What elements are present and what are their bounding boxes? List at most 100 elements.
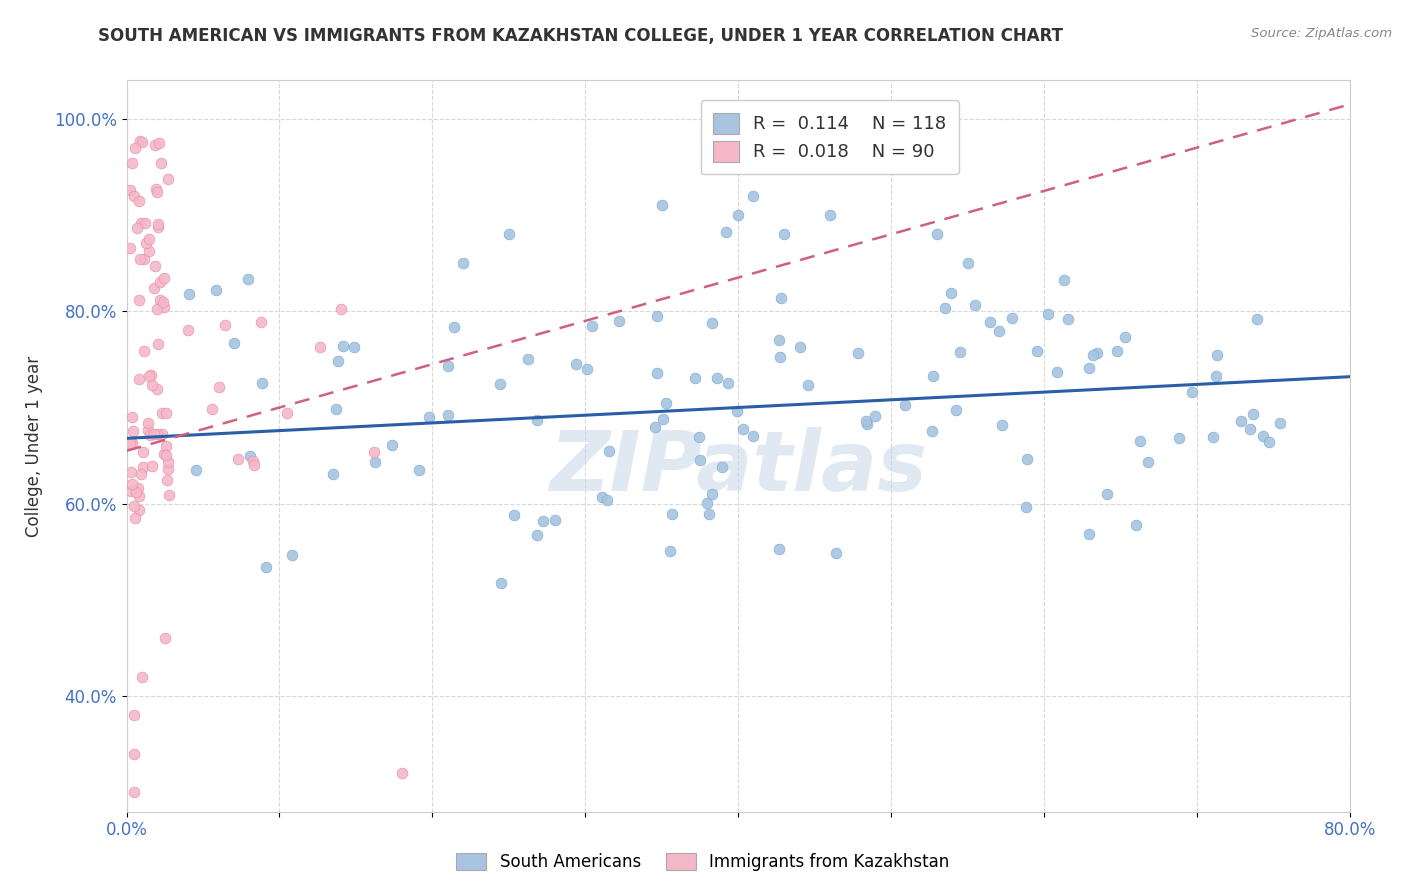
Point	[1025, 344, 1047, 359]
Point	[148, 337, 170, 351]
Point	[855, 414, 877, 428]
Point	[1251, 429, 1274, 443]
Point	[322, 467, 344, 481]
Point	[152, 295, 174, 310]
Point	[894, 398, 917, 412]
Point	[131, 445, 153, 459]
Point	[956, 256, 979, 270]
Point	[205, 283, 228, 297]
Point	[146, 220, 169, 235]
Point	[856, 417, 879, 431]
Point	[1129, 434, 1152, 449]
Point	[121, 409, 143, 424]
Point	[645, 367, 668, 381]
Point	[128, 252, 150, 266]
Point	[145, 382, 167, 396]
Point	[328, 354, 350, 368]
Point	[252, 376, 274, 391]
Point	[437, 359, 460, 373]
Point	[121, 156, 143, 170]
Point	[364, 455, 387, 469]
Point	[143, 260, 166, 274]
Point	[145, 186, 167, 200]
Point	[644, 420, 666, 434]
Point	[142, 426, 165, 441]
Point	[150, 406, 173, 420]
Point	[146, 302, 169, 317]
Point	[773, 227, 796, 242]
Point	[700, 317, 723, 331]
Point	[689, 453, 711, 467]
Point	[281, 548, 304, 562]
Point	[131, 135, 153, 149]
Point	[148, 136, 170, 150]
Point	[797, 377, 820, 392]
Point	[596, 492, 619, 507]
Text: Source: ZipAtlas.com: Source: ZipAtlas.com	[1251, 27, 1392, 40]
Point	[697, 507, 720, 521]
Point	[988, 324, 1011, 338]
Y-axis label: College, Under 1 year: College, Under 1 year	[25, 355, 42, 537]
Point	[489, 377, 512, 392]
Point	[128, 293, 150, 308]
Point	[742, 188, 765, 202]
Point	[135, 235, 157, 250]
Point	[1205, 348, 1227, 362]
Point	[122, 500, 145, 514]
Point	[645, 309, 668, 323]
Point	[717, 376, 740, 391]
Point	[990, 418, 1012, 433]
Point	[134, 343, 156, 358]
Point	[177, 323, 200, 337]
Point	[526, 413, 548, 427]
Point	[1202, 430, 1225, 444]
Point	[502, 508, 524, 522]
Point	[131, 216, 153, 230]
Point	[1230, 414, 1253, 428]
Point	[308, 340, 330, 354]
Point	[742, 429, 765, 443]
Point	[1000, 311, 1022, 326]
Point	[179, 287, 201, 301]
Point	[498, 227, 520, 242]
Point	[124, 141, 146, 155]
Point	[1078, 527, 1101, 541]
Point	[727, 208, 749, 222]
Point	[1125, 517, 1147, 532]
Point	[1105, 344, 1128, 359]
Point	[544, 513, 567, 527]
Point	[149, 275, 172, 289]
Point	[149, 293, 172, 308]
Point	[118, 183, 141, 197]
Point	[250, 315, 273, 329]
Point	[138, 369, 160, 384]
Point	[141, 368, 163, 383]
Point	[921, 424, 943, 438]
Point	[155, 439, 177, 453]
Point	[184, 463, 207, 477]
Point	[418, 410, 440, 425]
Point	[143, 137, 166, 152]
Point	[122, 708, 145, 723]
Point	[696, 496, 718, 510]
Point	[725, 403, 748, 417]
Point	[659, 544, 682, 558]
Point	[1046, 366, 1069, 380]
Point	[531, 515, 554, 529]
Point	[157, 488, 180, 502]
Point	[408, 463, 430, 477]
Point	[127, 220, 149, 235]
Point	[325, 402, 347, 417]
Point	[1246, 312, 1268, 326]
Point	[922, 368, 945, 383]
Point	[132, 252, 155, 266]
Text: SOUTH AMERICAN VS IMMIGRANTS FROM KAZAKHSTAN COLLEGE, UNDER 1 YEAR CORRELATION C: SOUTH AMERICAN VS IMMIGRANTS FROM KAZAKH…	[98, 27, 1063, 45]
Point	[1057, 312, 1080, 326]
Point	[243, 458, 266, 473]
Point	[153, 300, 176, 314]
Point	[768, 333, 790, 347]
Point	[391, 766, 413, 780]
Point	[208, 380, 231, 394]
Point	[965, 298, 987, 312]
Point	[700, 487, 723, 501]
